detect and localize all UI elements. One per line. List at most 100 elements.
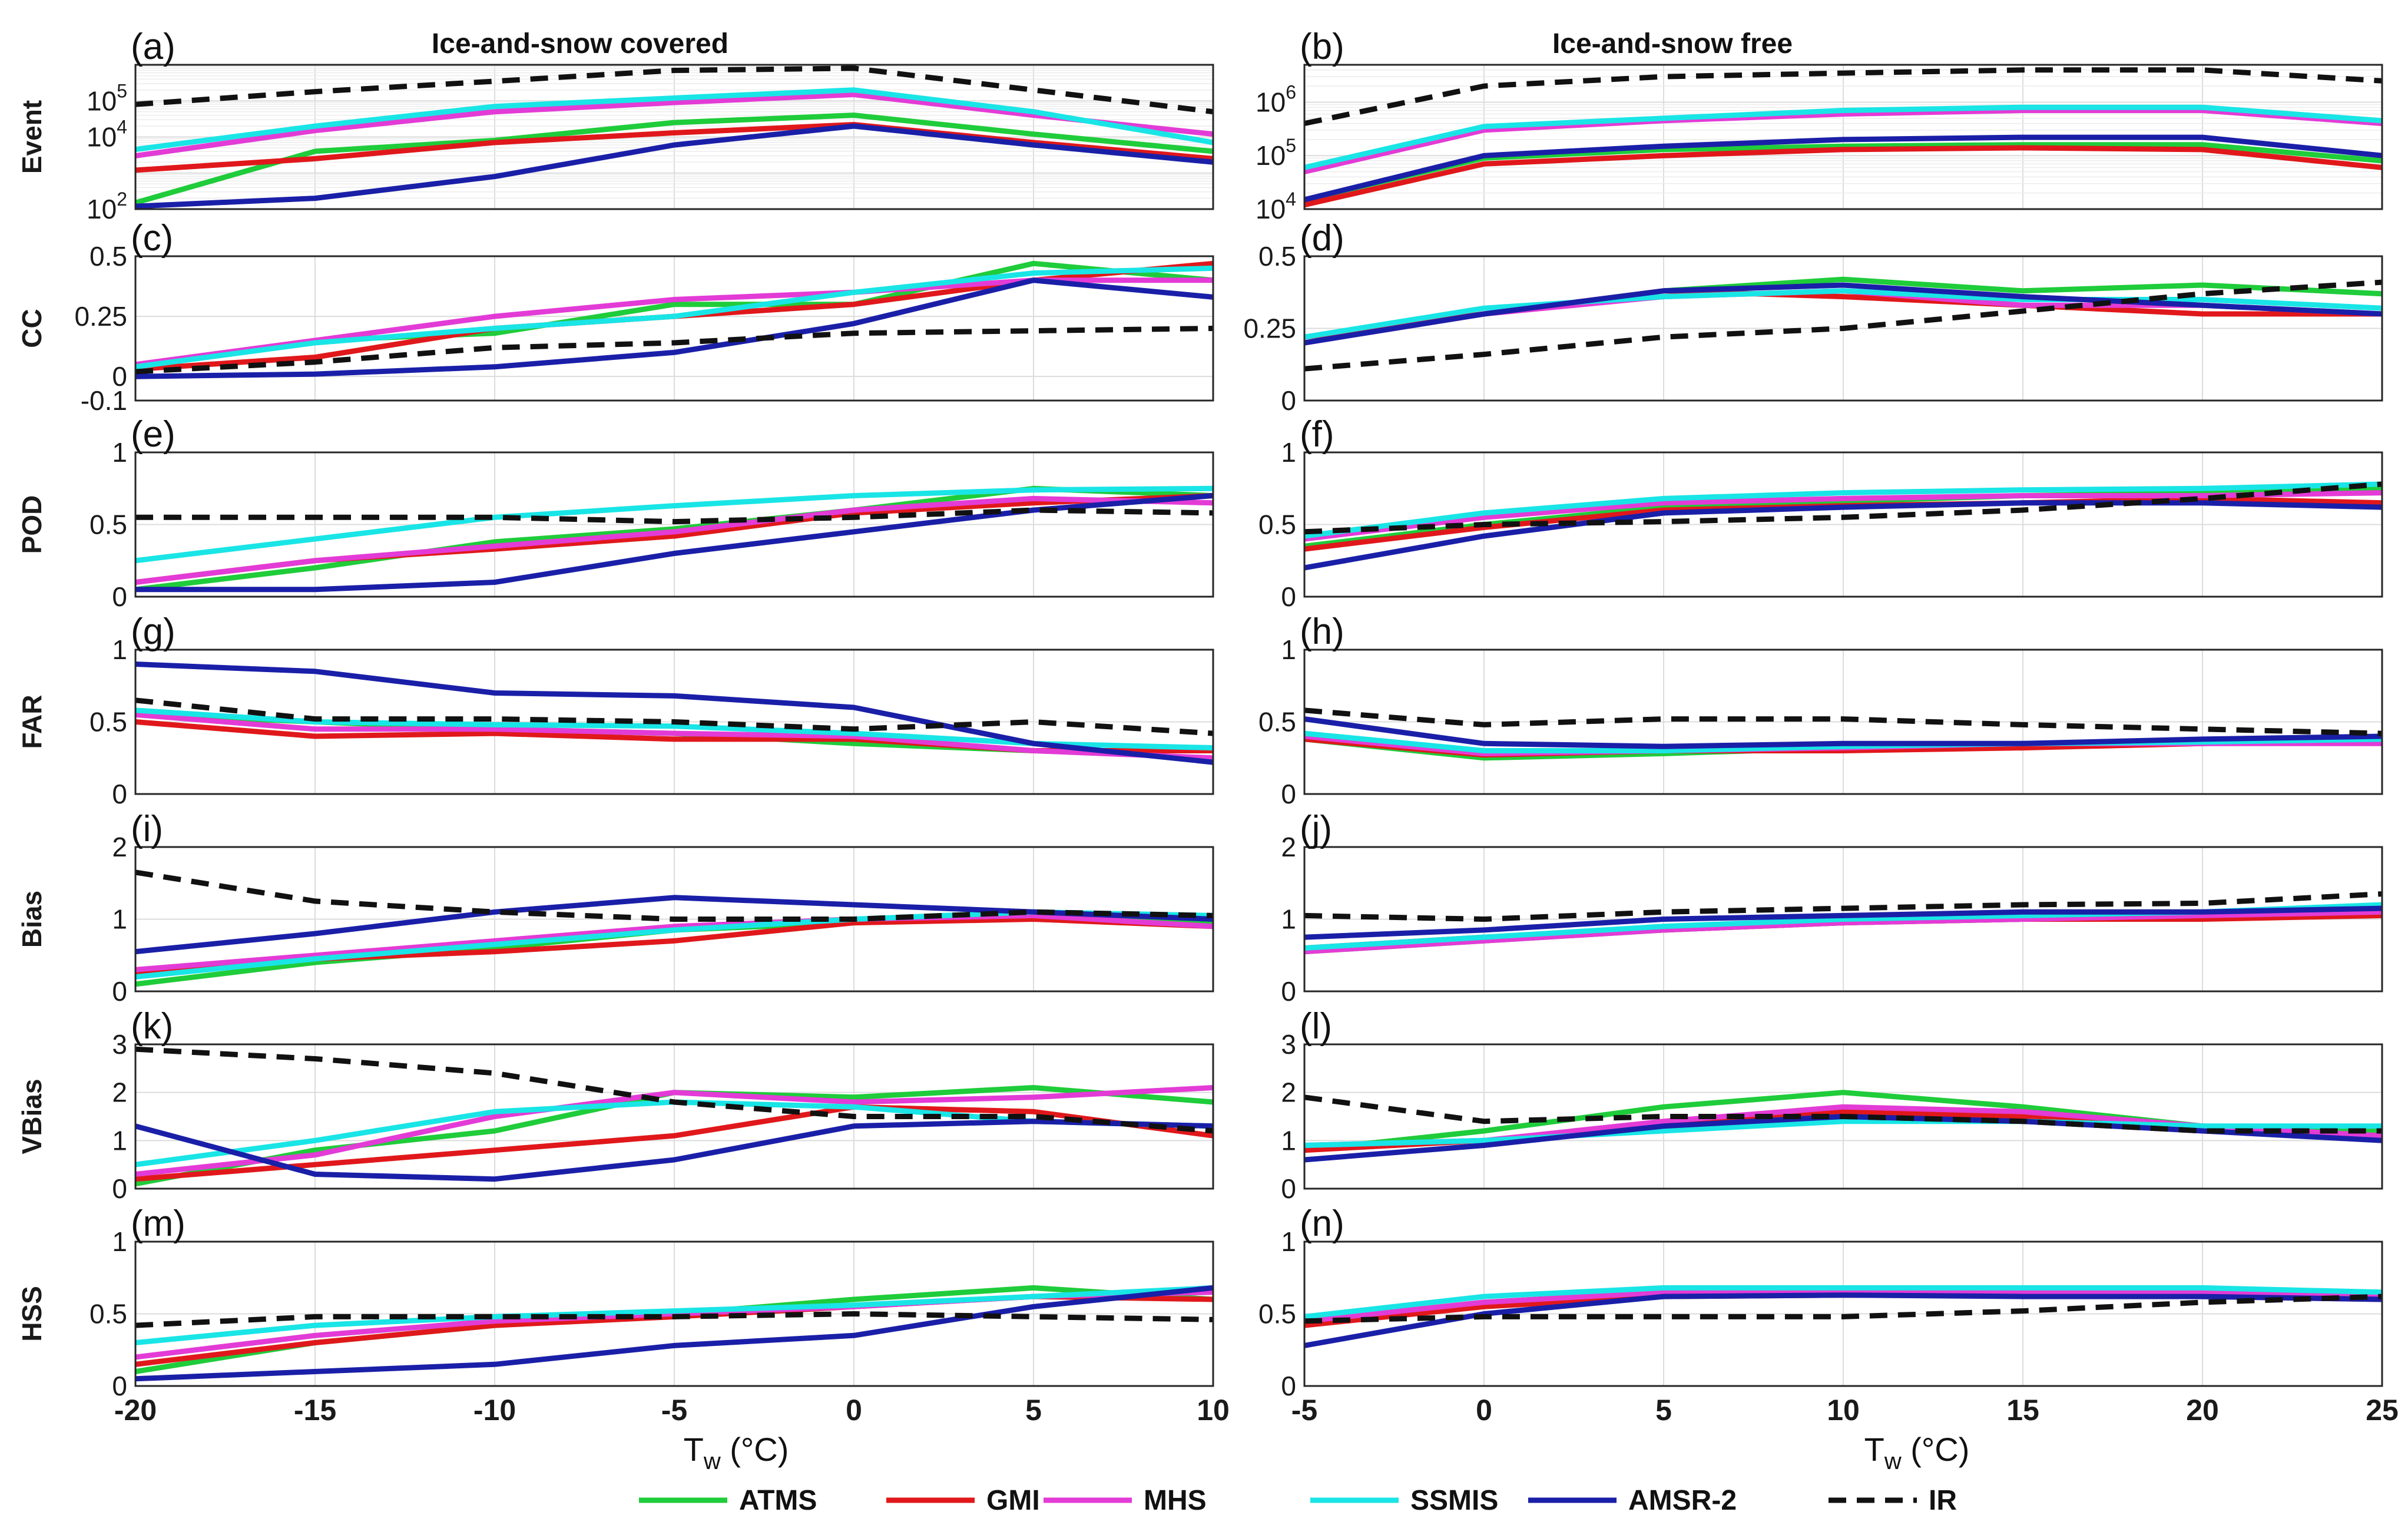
panel-m: 0 0.5 1 -20 -15 -10 -5 0 5 10 HSS (m) — [16, 1203, 1230, 1427]
legend-label: AMSR-2 — [1628, 1485, 1737, 1516]
y-tick-label: 1 — [1281, 1226, 1296, 1257]
series-line-ssmis — [1304, 730, 2382, 753]
y-tick-label: 2 — [112, 832, 127, 862]
panel-letter: (a) — [131, 27, 175, 67]
y-tick-label: 106 — [1256, 81, 1296, 117]
y-tick-exponent: 4 — [1286, 188, 1296, 210]
y-tick-label: 0.5 — [1258, 707, 1296, 737]
panel-e: 0 0.5 1 POD (e) — [16, 414, 1214, 612]
y-tick-label: 0 — [112, 361, 127, 392]
series-line-ir — [1304, 1094, 2382, 1134]
x-tick-label: -20 — [114, 1394, 157, 1427]
series-line-ssmis — [135, 1285, 1213, 1345]
series-line-ir — [135, 326, 1213, 375]
y-tick-label: 0 — [112, 976, 127, 1007]
series-group — [1304, 1090, 2382, 1163]
legend-item-amsr2: AMSR-2 — [1528, 1485, 1737, 1516]
axis-frame — [1303, 649, 2383, 795]
y-tick-label: 3 — [1281, 1029, 1296, 1060]
panel-g: 0 0.5 1 FAR (g) — [16, 611, 1214, 809]
y-tick-label: 104 — [1256, 188, 1296, 224]
axis-frame — [1303, 1043, 2383, 1190]
y-tick-label: 1 — [112, 1226, 127, 1257]
x-tick-label: 5 — [1025, 1394, 1042, 1427]
y-tick-label: 0.5 — [1258, 510, 1296, 540]
series-line-mhs — [135, 92, 1213, 158]
series-group — [1304, 276, 2382, 372]
axis-frame — [134, 846, 1214, 993]
axis-frame — [1303, 64, 2383, 210]
y-tick-label: 0 — [112, 1371, 127, 1401]
y-tick-label: 0 — [112, 1173, 127, 1204]
y-tick-exponent: 2 — [117, 188, 127, 210]
y-tick-label: 2 — [1281, 832, 1296, 862]
panel-letter: (c) — [131, 218, 173, 259]
y-tick-base: 10 — [87, 85, 117, 116]
y-tick-label: 102 — [87, 188, 127, 224]
legend-item-atms: ATMS — [639, 1485, 817, 1516]
series-line-amsr2 — [1304, 905, 2382, 940]
panel-title: Ice-and-snow covered — [432, 28, 728, 59]
panel-letter: (m) — [131, 1203, 186, 1244]
series-group — [1304, 1285, 2382, 1348]
series-line-ssmis — [1304, 104, 2382, 170]
y-tick-label: 0 — [1281, 1173, 1296, 1204]
series-line-gmi — [1304, 145, 2382, 208]
panel-letter: (n) — [1300, 1203, 1344, 1244]
y-tick-label: 0 — [1281, 1371, 1296, 1401]
y-tick-label: 1 — [1281, 1125, 1296, 1156]
panel-k: 0 1 2 3 VBias (k) — [16, 1006, 1214, 1204]
x-tick-label: 20 — [2186, 1394, 2219, 1427]
panel-c: -0.10 0.25 0.5 CC (c) — [16, 218, 1214, 416]
x-axis-label-symbol: T — [684, 1431, 704, 1468]
panel-j: 0 1 2 (j) — [1281, 809, 2383, 1007]
series-group — [1304, 67, 2382, 208]
y-tick-exponent: 6 — [1286, 81, 1296, 102]
y-tick-label: 0.5 — [90, 510, 127, 540]
panel-letter: (h) — [1300, 611, 1344, 652]
y-tick-label: 0.5 — [90, 707, 127, 737]
panel-i: 0 1 2 Bias (i) — [16, 809, 1214, 1007]
panel-letter: (e) — [131, 414, 175, 455]
y-tick-label: -0.1 — [81, 385, 127, 416]
y-tick-label: 1 — [1281, 437, 1296, 468]
panel-l: 0 1 2 3 (l) — [1281, 1006, 2383, 1204]
y-tick-label: 0.25 — [1243, 313, 1296, 344]
panel-letter: (d) — [1300, 218, 1344, 259]
x-axis-label-subscript: w — [703, 1448, 721, 1474]
y-tick-label: 1 — [1281, 634, 1296, 665]
series-line-amsr2 — [135, 895, 1213, 955]
panel-letter: (j) — [1300, 809, 1332, 849]
y-tick-label: 104 — [87, 117, 127, 153]
series-group — [135, 1285, 1213, 1382]
series-line-ir — [1304, 279, 2382, 372]
panel-letter: (f) — [1300, 414, 1334, 455]
legend-item-mhs: MHS — [1044, 1485, 1207, 1516]
series-group — [135, 65, 1213, 209]
y-tick-label: 0.5 — [1258, 241, 1296, 272]
series-line-ir — [135, 65, 1213, 115]
series-line-ssmis — [135, 485, 1213, 564]
axis-frame — [134, 64, 1214, 210]
y-axis-label: Event — [16, 100, 47, 174]
panel-letter: (l) — [1300, 1006, 1332, 1047]
series-group — [135, 869, 1213, 987]
y-tick-label: 105 — [1256, 135, 1296, 171]
axis-frame — [134, 1043, 1214, 1190]
legend-item-ssmis: SSMIS — [1310, 1485, 1498, 1516]
series-line-mhs — [1304, 490, 2382, 542]
series-line-ssmis — [135, 265, 1213, 370]
axis-frame — [134, 649, 1214, 795]
x-tick-label: 0 — [846, 1394, 862, 1427]
y-tick-label: 0 — [1281, 385, 1296, 416]
series-line-mhs — [135, 712, 1213, 761]
series-line-ir — [1304, 481, 2382, 535]
series-line-gmi — [135, 1104, 1213, 1182]
series-line-mhs — [1304, 909, 2382, 955]
x-tick-label: 10 — [1197, 1394, 1230, 1427]
panel-f: 0 0.5 1 (f) — [1258, 414, 2383, 612]
